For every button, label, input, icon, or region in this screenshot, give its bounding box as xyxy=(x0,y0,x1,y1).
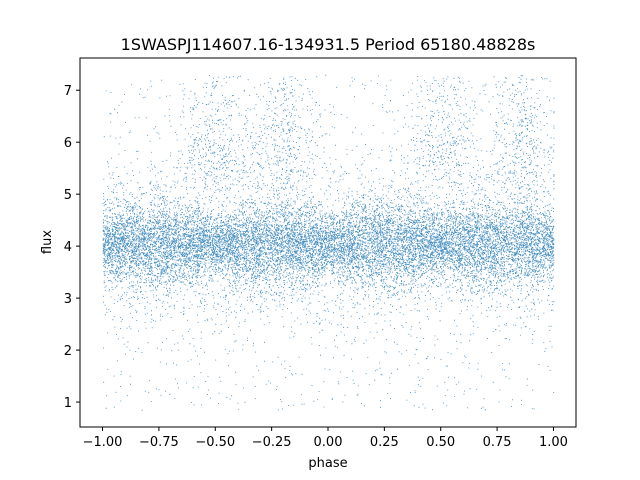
y-axis-label: flux xyxy=(40,230,55,254)
x-tick-label: 1.00 xyxy=(539,435,568,450)
scatter-points xyxy=(102,74,555,411)
y-axis-ticks: 1 2 3 4 5 6 7 xyxy=(64,84,80,411)
y-tick-label: 1 xyxy=(64,396,72,411)
x-tick-label: 0.25 xyxy=(370,435,399,450)
y-tick-label: 6 xyxy=(64,136,72,151)
y-tick-label: 5 xyxy=(64,188,72,203)
x-axis-ticks: −1.00 −0.75 −0.50 −0.25 0.00 0.25 0.50 0.75 1.00 xyxy=(83,427,568,450)
chart-title: 1SWASPJ114607.16-134931.5 Period 65180.4… xyxy=(121,35,536,54)
x-tick-label: 0.00 xyxy=(314,435,343,450)
y-tick-label: 7 xyxy=(64,84,72,99)
x-tick-label: 0.75 xyxy=(483,435,512,450)
x-axis-label: phase xyxy=(308,456,347,471)
y-tick-label: 3 xyxy=(64,292,72,307)
x-tick-label: 0.50 xyxy=(426,435,455,450)
y-tick-label: 4 xyxy=(64,240,72,255)
x-tick-label: −0.75 xyxy=(139,435,179,450)
x-tick-label: −0.50 xyxy=(195,435,235,450)
x-tick-label: −0.25 xyxy=(252,435,292,450)
y-tick-label: 2 xyxy=(64,344,72,359)
data-points xyxy=(102,74,555,411)
x-tick-label: −1.00 xyxy=(83,435,123,450)
